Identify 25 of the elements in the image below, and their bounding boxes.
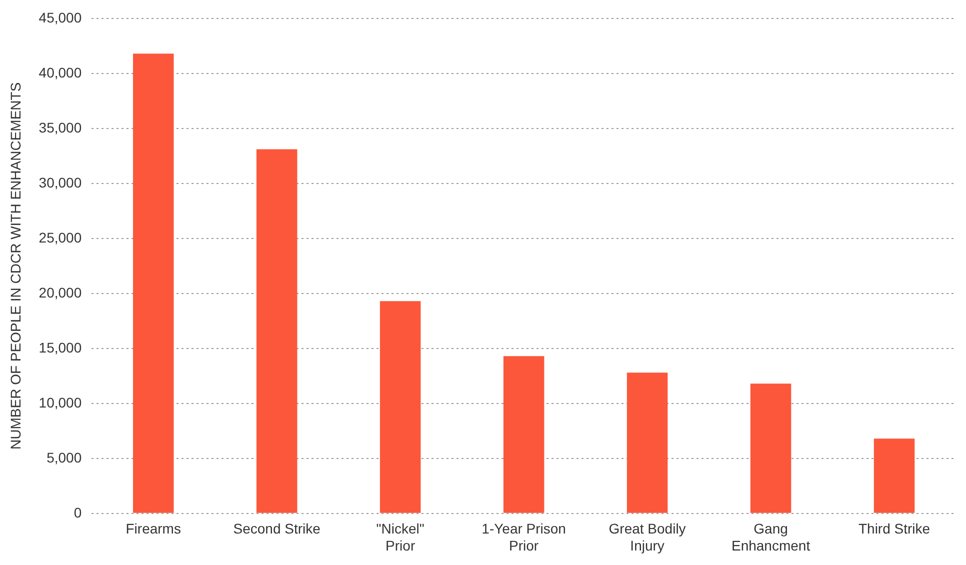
bar (750, 384, 792, 513)
y-tick-label: 40,000 (38, 64, 82, 80)
y-tick-label: 5,000 (46, 449, 82, 466)
bar (626, 372, 668, 513)
x-tick-label: "Nickel" Prior (376, 520, 424, 554)
bar (256, 149, 298, 513)
y-tick-label: 35,000 (38, 119, 82, 136)
x-tick-label: Second Strike (233, 520, 321, 537)
x-tick-label: 1-Year Prison Prior (482, 520, 566, 554)
y-tick-label: 0 (74, 504, 82, 520)
x-tick-label: Gang Enhancment (731, 520, 810, 554)
x-tick-label: Third Strike (858, 520, 930, 537)
y-tick-label: 45,000 (38, 9, 82, 26)
bar (874, 438, 915, 513)
x-tick-label: Firearms (126, 520, 181, 537)
bar (380, 301, 421, 513)
y-tick-label: 15,000 (38, 339, 82, 356)
bar (503, 356, 544, 513)
y-tick-label: 10,000 (38, 394, 82, 410)
y-tick-label: 25,000 (38, 229, 82, 246)
x-tick-label: Great Bodily Injury (608, 520, 686, 554)
y-tick-label: 20,000 (38, 284, 82, 300)
y-tick-label: 30,000 (38, 174, 82, 190)
y-axis-title: NUMBER OF PEOPLE IN CDCR WITH ENHANCEMENTS (7, 82, 24, 450)
bar (132, 54, 174, 513)
